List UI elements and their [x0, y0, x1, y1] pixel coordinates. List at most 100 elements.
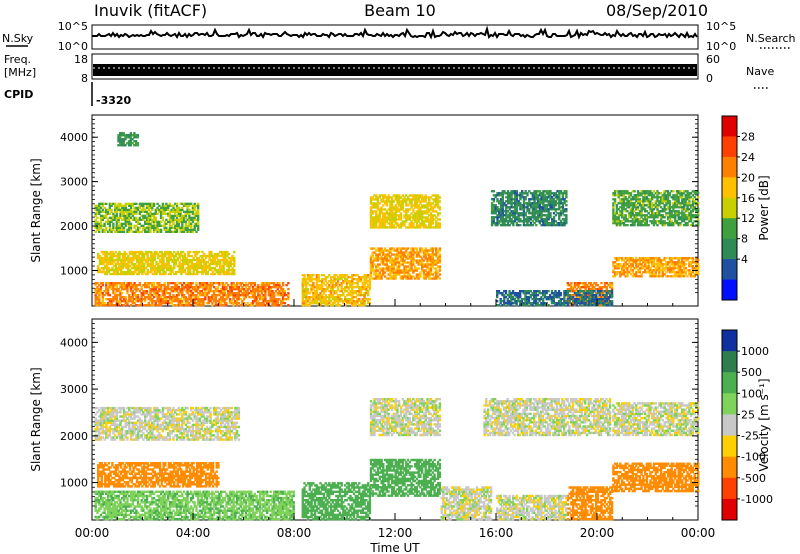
data-cell — [531, 202, 534, 205]
data-cell — [536, 190, 540, 193]
data-cell — [424, 249, 427, 252]
data-cell — [222, 260, 225, 264]
data-cell — [211, 262, 215, 266]
data-cell — [266, 284, 269, 287]
data-cell — [99, 226, 103, 229]
data-cell — [435, 261, 438, 264]
data-cell — [161, 218, 165, 221]
data-cell — [505, 200, 508, 203]
data-cell — [191, 288, 195, 291]
data-cell — [215, 256, 218, 260]
data-cell — [97, 264, 100, 268]
data-cell — [368, 298, 372, 301]
data-cell — [412, 263, 415, 266]
data-cell — [161, 284, 165, 287]
data-cell — [419, 196, 422, 199]
data-cell — [149, 304, 152, 307]
data-cell — [174, 224, 177, 227]
data-cell — [438, 196, 442, 199]
data-cell — [408, 216, 411, 219]
data-cell — [102, 262, 105, 266]
data-cell — [675, 267, 679, 270]
data-cell — [321, 280, 324, 283]
data-cell — [113, 264, 116, 268]
data-cell — [508, 220, 511, 223]
data-cell — [417, 210, 420, 213]
data-cell — [540, 210, 543, 213]
data-cell — [132, 270, 135, 274]
data-cell — [375, 212, 378, 215]
data-cell — [626, 257, 629, 260]
data-cell — [110, 204, 113, 207]
data-cell — [230, 282, 233, 285]
data-cell — [663, 269, 666, 272]
data-cell — [522, 198, 526, 201]
data-cell — [697, 273, 700, 276]
data-cell — [490, 222, 494, 225]
data-cell — [200, 302, 203, 305]
data-cell — [375, 206, 378, 209]
data-cell — [105, 252, 109, 256]
data-cell — [510, 214, 513, 217]
data-cell — [94, 294, 97, 297]
data-cell — [429, 265, 433, 268]
data-cell — [492, 222, 496, 225]
data-cell — [538, 222, 542, 225]
data-cell — [378, 253, 381, 256]
data-cell — [436, 218, 440, 221]
data-cell — [106, 286, 110, 289]
data-cell — [349, 292, 352, 295]
data-cell — [278, 304, 281, 307]
data-cell — [301, 292, 304, 295]
data-cell — [197, 300, 200, 303]
data-cell — [389, 216, 392, 219]
data-cell — [554, 224, 557, 227]
data-cell — [172, 286, 175, 289]
data-cell — [544, 210, 547, 213]
data-cell — [666, 269, 670, 272]
data-cell — [498, 216, 501, 219]
data-cell — [551, 218, 554, 221]
data-cell — [262, 304, 265, 307]
data-cell — [324, 278, 327, 281]
data-cell — [375, 273, 378, 276]
data-cell — [129, 204, 133, 207]
data-cell — [410, 261, 413, 264]
data-cell — [241, 286, 244, 289]
data-cell — [116, 272, 119, 276]
data-cell — [144, 304, 147, 307]
data-cell — [175, 218, 179, 221]
data-cell — [617, 267, 620, 270]
data-cell — [156, 228, 159, 231]
data-cell — [108, 222, 112, 225]
data-cell — [422, 224, 426, 227]
data-cell — [369, 255, 373, 258]
data-cell — [257, 286, 260, 289]
data-cell — [188, 210, 191, 213]
data-cell — [376, 259, 380, 262]
data-cell — [373, 194, 376, 197]
data-cell — [232, 284, 235, 287]
data-cell — [405, 218, 408, 221]
data-cell — [133, 224, 136, 227]
data-cell — [190, 202, 193, 205]
data-cell — [141, 262, 144, 266]
data-cell — [373, 271, 376, 274]
data-cell — [179, 302, 182, 305]
data-cell — [201, 256, 204, 260]
data-cell — [396, 253, 399, 256]
data-cell — [313, 296, 317, 299]
data-cell — [506, 210, 510, 213]
data-cell — [189, 268, 192, 272]
data-cell — [438, 273, 442, 276]
data-cell — [133, 134, 136, 137]
data-cell — [202, 288, 205, 291]
data-cell — [363, 284, 366, 287]
data-cell — [356, 286, 359, 289]
data-cell — [114, 298, 117, 301]
data-cell — [624, 261, 627, 264]
data-cell — [227, 284, 230, 287]
data-cell — [515, 200, 519, 203]
data-cell — [403, 247, 406, 250]
data-cell — [559, 220, 563, 223]
